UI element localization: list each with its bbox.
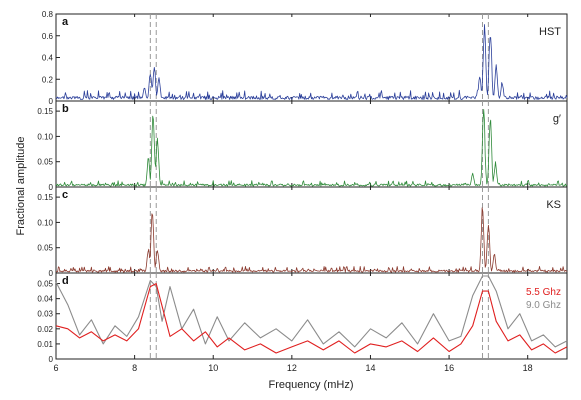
legend-entry-1: 9.0 Ghz (526, 300, 561, 311)
panel-d-ytick-label: 0.01 (37, 340, 53, 349)
panel-b-ytick-label: 0.10 (37, 132, 53, 141)
panel-c-ytick-label: 0.10 (37, 218, 53, 227)
series-ks-line (55, 207, 568, 273)
series-hst-line (55, 24, 568, 100)
x-tick-label: 14 (365, 363, 375, 373)
legend-entry-0: 5.5 Ghz (526, 287, 561, 298)
panel-a-ytick-label: 0 (49, 97, 54, 106)
panel-a-ytick-label: 0.4 (42, 54, 54, 63)
panel-d-ytick-label: 0.03 (37, 310, 53, 319)
series-ghz90-line (55, 275, 568, 348)
panel-a-frame (55, 13, 568, 102)
x-tick-label: 16 (444, 363, 454, 373)
panel-c-label: KS (546, 199, 561, 211)
panel-b-label: g′ (553, 113, 561, 125)
panel-a-ytick-label: 0.8 (42, 10, 54, 19)
x-tick-label: 12 (287, 363, 297, 373)
x-tick-label: 6 (53, 363, 58, 373)
panel-d-ytick-label: 0.05 (37, 280, 53, 289)
panel-d-ytick-label: 0 (49, 355, 54, 364)
panel-a-letter: a (62, 16, 69, 28)
panel-a-label: HST (539, 26, 561, 38)
panel-a-ytick-label: 0.6 (42, 32, 54, 41)
panel-d-ytick-label: 0.02 (37, 325, 53, 334)
panel-d-ytick-label: 0.04 (37, 295, 53, 304)
x-tick-label: 18 (523, 363, 533, 373)
panel-b-ytick-label: 0 (49, 183, 54, 192)
panel-c-ytick-label: 0 (49, 269, 54, 278)
x-tick-label: 8 (132, 363, 137, 373)
panel-a-ytick-label: 0.2 (42, 75, 54, 84)
panel-b-letter: b (62, 103, 69, 115)
panel-b-ytick-label: 0.15 (37, 107, 53, 116)
panel-c-ytick-label: 0.05 (37, 244, 53, 253)
panel-b-ytick-label: 0.05 (37, 158, 53, 167)
series-ghz55-line (55, 283, 568, 354)
y-axis-title: Fractional amplitude (15, 136, 27, 235)
panel-b-frame (55, 100, 568, 188)
x-tick-label: 10 (208, 363, 218, 373)
panel-d-frame (55, 272, 568, 360)
series-gprime-line (55, 109, 568, 187)
panel-c-ytick-label: 0.15 (37, 193, 53, 202)
panel-c-letter: c (62, 189, 68, 201)
x-axis-title: Frequency (mHz) (269, 379, 354, 391)
panels-group: 0 0.2 0.4 0.6 0.8 a HST 0 0.05 0.10 0.15 b g′ 0 0.05 0.… (37, 10, 568, 373)
panel-d-letter: d (62, 275, 69, 287)
